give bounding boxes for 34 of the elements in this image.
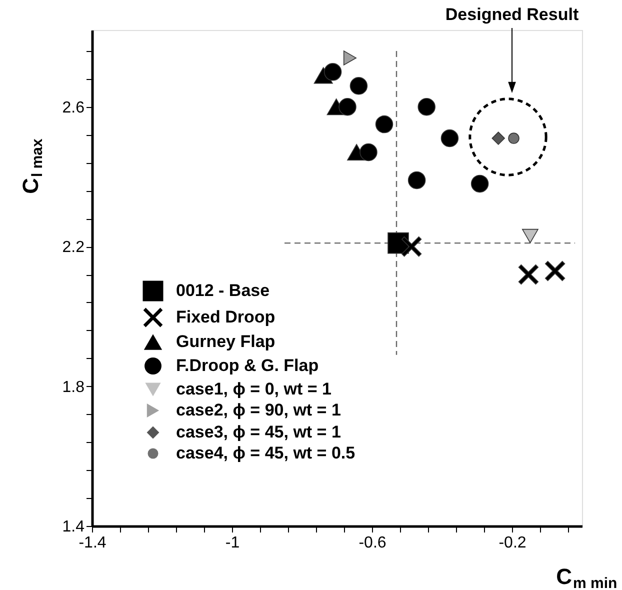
legend-label: Gurney Flap — [176, 332, 276, 351]
y-tick-label: 2.2 — [62, 239, 85, 256]
point — [522, 228, 538, 244]
point — [544, 260, 566, 282]
y-tick-label: 1.4 — [62, 518, 85, 536]
point — [360, 143, 378, 162]
point — [492, 132, 505, 145]
legend-label: Fixed Droop — [176, 308, 276, 326]
legend-label: case3, ϕ = 45, wt = 1 — [176, 422, 341, 442]
point — [508, 132, 520, 144]
point — [375, 115, 394, 134]
legend-label: case1, ϕ = 0, wt = 1 — [176, 380, 332, 398]
y-tick-label: 1.8 — [62, 378, 85, 396]
y-axis-title: Cl max — [18, 138, 46, 194]
point — [350, 77, 368, 95]
point — [324, 63, 342, 81]
x-tick-label: -1 — [225, 534, 240, 552]
x-tick-label: -0.6 — [358, 534, 386, 552]
legend-label: case2, ϕ = 90, wt = 1 — [176, 400, 341, 420]
y-tick-label: 2.6 — [62, 99, 85, 116]
point — [418, 98, 436, 116]
text: Designed Result — [445, 5, 579, 24]
point — [408, 171, 426, 190]
point — [440, 129, 459, 148]
x-tick-label: -0.2 — [498, 534, 526, 552]
point — [338, 98, 356, 116]
point — [518, 264, 539, 285]
legend-label: 0012 - Base — [176, 281, 270, 300]
point — [470, 174, 489, 193]
point — [401, 236, 422, 257]
legend-label: case4, ϕ = 45, wt = 0.5 — [176, 444, 356, 462]
legend-label: F.Droop & G. Flap — [176, 356, 319, 375]
point — [343, 50, 356, 66]
x-tick-label: -1.4 — [78, 534, 106, 552]
